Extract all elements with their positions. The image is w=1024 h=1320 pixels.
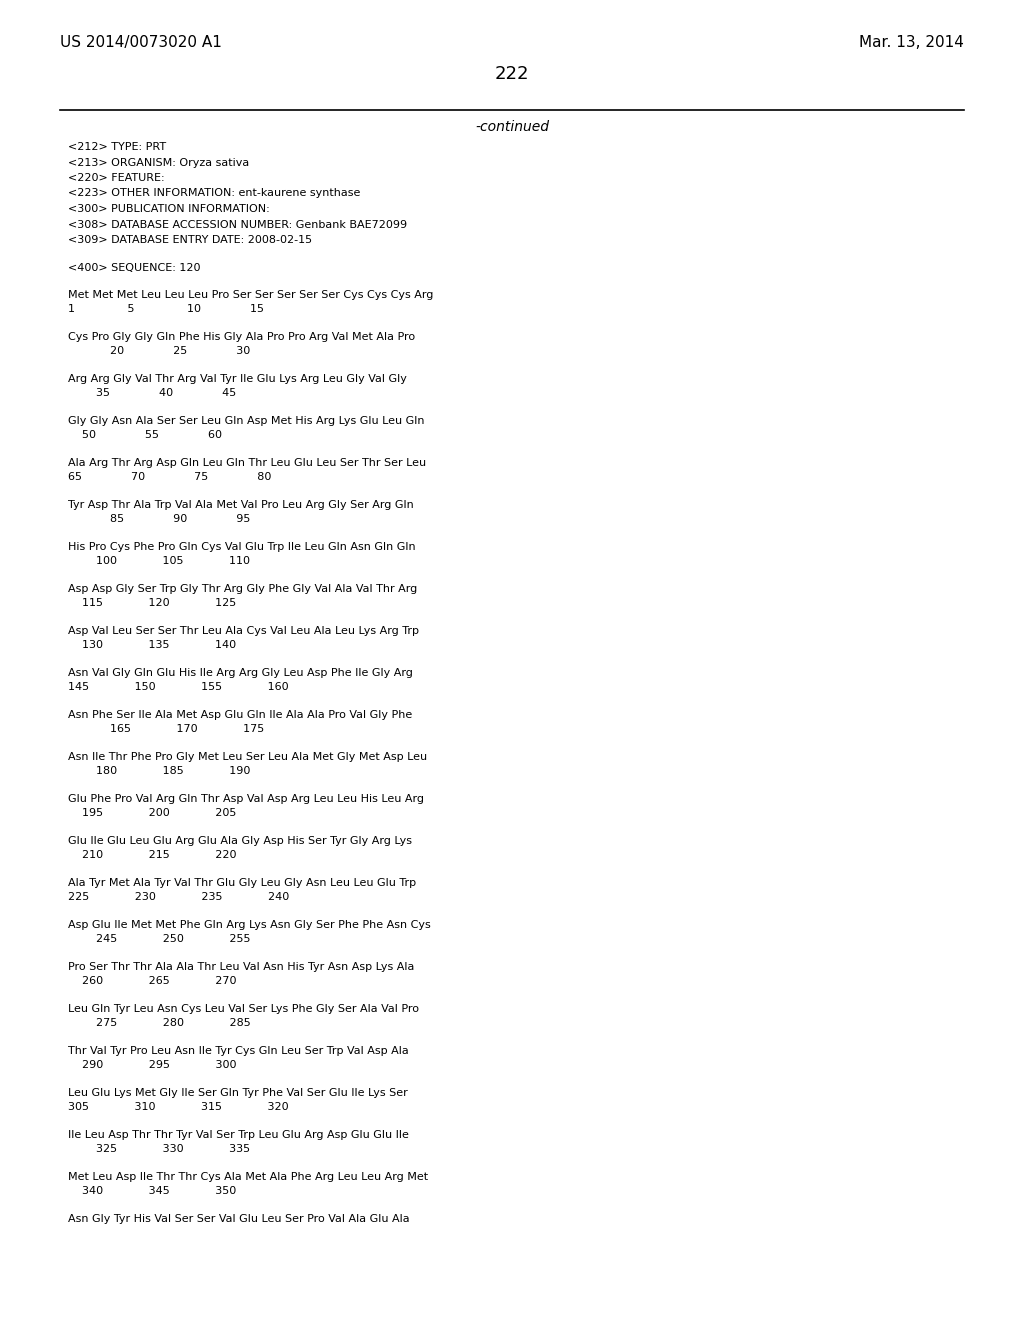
Text: 195             200             205: 195 200 205 [68,808,237,818]
Text: 165             170             175: 165 170 175 [68,725,264,734]
Text: 290             295             300: 290 295 300 [68,1060,237,1071]
Text: Mar. 13, 2014: Mar. 13, 2014 [859,36,964,50]
Text: 260             265             270: 260 265 270 [68,977,237,986]
Text: 50              55              60: 50 55 60 [68,430,222,441]
Text: <213> ORGANISM: Oryza sativa: <213> ORGANISM: Oryza sativa [68,157,249,168]
Text: <309> DATABASE ENTRY DATE: 2008-02-15: <309> DATABASE ENTRY DATE: 2008-02-15 [68,235,312,246]
Text: <212> TYPE: PRT: <212> TYPE: PRT [68,143,166,152]
Text: Tyr Asp Thr Ala Trp Val Ala Met Val Pro Leu Arg Gly Ser Arg Gln: Tyr Asp Thr Ala Trp Val Ala Met Val Pro … [68,500,414,511]
Text: US 2014/0073020 A1: US 2014/0073020 A1 [60,36,222,50]
Text: 340             345             350: 340 345 350 [68,1187,237,1196]
Text: 305             310             315             320: 305 310 315 320 [68,1102,289,1113]
Text: <400> SEQUENCE: 120: <400> SEQUENCE: 120 [68,263,201,272]
Text: 180             185             190: 180 185 190 [68,767,251,776]
Text: 100             105             110: 100 105 110 [68,557,250,566]
Text: -continued: -continued [475,120,549,135]
Text: 65              70              75              80: 65 70 75 80 [68,473,271,483]
Text: Asn Gly Tyr His Val Ser Ser Val Glu Leu Ser Pro Val Ala Glu Ala: Asn Gly Tyr His Val Ser Ser Val Glu Leu … [68,1214,410,1225]
Text: 222: 222 [495,65,529,83]
Text: Arg Arg Gly Val Thr Arg Val Tyr Ile Glu Lys Arg Leu Gly Val Gly: Arg Arg Gly Val Thr Arg Val Tyr Ile Glu … [68,375,407,384]
Text: Asp Glu Ile Met Met Phe Gln Arg Lys Asn Gly Ser Phe Phe Asn Cys: Asp Glu Ile Met Met Phe Gln Arg Lys Asn … [68,920,431,931]
Text: Ile Leu Asp Thr Thr Tyr Val Ser Trp Leu Glu Arg Asp Glu Glu Ile: Ile Leu Asp Thr Thr Tyr Val Ser Trp Leu … [68,1130,409,1140]
Text: Asn Val Gly Gln Glu His Ile Arg Arg Gly Leu Asp Phe Ile Gly Arg: Asn Val Gly Gln Glu His Ile Arg Arg Gly … [68,668,413,678]
Text: 245             250             255: 245 250 255 [68,935,251,945]
Text: Met Met Met Leu Leu Leu Pro Ser Ser Ser Ser Ser Cys Cys Cys Arg: Met Met Met Leu Leu Leu Pro Ser Ser Ser … [68,290,433,301]
Text: <223> OTHER INFORMATION: ent-kaurene synthase: <223> OTHER INFORMATION: ent-kaurene syn… [68,189,360,198]
Text: Glu Phe Pro Val Arg Gln Thr Asp Val Asp Arg Leu Leu His Leu Arg: Glu Phe Pro Val Arg Gln Thr Asp Val Asp … [68,795,424,804]
Text: Met Leu Asp Ile Thr Thr Cys Ala Met Ala Phe Arg Leu Leu Arg Met: Met Leu Asp Ile Thr Thr Cys Ala Met Ala … [68,1172,428,1183]
Text: 85              90              95: 85 90 95 [68,515,251,524]
Text: His Pro Cys Phe Pro Gln Cys Val Glu Trp Ile Leu Gln Asn Gln Gln: His Pro Cys Phe Pro Gln Cys Val Glu Trp … [68,543,416,553]
Text: 275             280             285: 275 280 285 [68,1019,251,1028]
Text: 145             150             155             160: 145 150 155 160 [68,682,289,693]
Text: 35              40              45: 35 40 45 [68,388,237,399]
Text: <300> PUBLICATION INFORMATION:: <300> PUBLICATION INFORMATION: [68,205,269,214]
Text: Asn Ile Thr Phe Pro Gly Met Leu Ser Leu Ala Met Gly Met Asp Leu: Asn Ile Thr Phe Pro Gly Met Leu Ser Leu … [68,752,427,763]
Text: 20              25              30: 20 25 30 [68,346,250,356]
Text: 225             230             235             240: 225 230 235 240 [68,892,289,903]
Text: Asp Asp Gly Ser Trp Gly Thr Arg Gly Phe Gly Val Ala Val Thr Arg: Asp Asp Gly Ser Trp Gly Thr Arg Gly Phe … [68,585,417,594]
Text: Asp Val Leu Ser Ser Thr Leu Ala Cys Val Leu Ala Leu Lys Arg Trp: Asp Val Leu Ser Ser Thr Leu Ala Cys Val … [68,627,419,636]
Text: Gly Gly Asn Ala Ser Ser Leu Gln Asp Met His Arg Lys Glu Leu Gln: Gly Gly Asn Ala Ser Ser Leu Gln Asp Met … [68,417,425,426]
Text: 115             120             125: 115 120 125 [68,598,237,609]
Text: 325             330             335: 325 330 335 [68,1144,250,1155]
Text: 130             135             140: 130 135 140 [68,640,237,651]
Text: Ala Arg Thr Arg Asp Gln Leu Gln Thr Leu Glu Leu Ser Thr Ser Leu: Ala Arg Thr Arg Asp Gln Leu Gln Thr Leu … [68,458,426,469]
Text: Cys Pro Gly Gly Gln Phe His Gly Ala Pro Pro Arg Val Met Ala Pro: Cys Pro Gly Gly Gln Phe His Gly Ala Pro … [68,333,415,342]
Text: Ala Tyr Met Ala Tyr Val Thr Glu Gly Leu Gly Asn Leu Leu Glu Trp: Ala Tyr Met Ala Tyr Val Thr Glu Gly Leu … [68,879,416,888]
Text: Asn Phe Ser Ile Ala Met Asp Glu Gln Ile Ala Ala Pro Val Gly Phe: Asn Phe Ser Ile Ala Met Asp Glu Gln Ile … [68,710,413,721]
Text: <308> DATABASE ACCESSION NUMBER: Genbank BAE72099: <308> DATABASE ACCESSION NUMBER: Genbank… [68,219,408,230]
Text: Leu Glu Lys Met Gly Ile Ser Gln Tyr Phe Val Ser Glu Ile Lys Ser: Leu Glu Lys Met Gly Ile Ser Gln Tyr Phe … [68,1089,408,1098]
Text: 1               5               10              15: 1 5 10 15 [68,305,264,314]
Text: Leu Gln Tyr Leu Asn Cys Leu Val Ser Lys Phe Gly Ser Ala Val Pro: Leu Gln Tyr Leu Asn Cys Leu Val Ser Lys … [68,1005,419,1015]
Text: Glu Ile Glu Leu Glu Arg Glu Ala Gly Asp His Ser Tyr Gly Arg Lys: Glu Ile Glu Leu Glu Arg Glu Ala Gly Asp … [68,837,412,846]
Text: Pro Ser Thr Thr Ala Ala Thr Leu Val Asn His Tyr Asn Asp Lys Ala: Pro Ser Thr Thr Ala Ala Thr Leu Val Asn … [68,962,415,973]
Text: <220> FEATURE:: <220> FEATURE: [68,173,165,183]
Text: Thr Val Tyr Pro Leu Asn Ile Tyr Cys Gln Leu Ser Trp Val Asp Ala: Thr Val Tyr Pro Leu Asn Ile Tyr Cys Gln … [68,1047,409,1056]
Text: 210             215             220: 210 215 220 [68,850,237,861]
